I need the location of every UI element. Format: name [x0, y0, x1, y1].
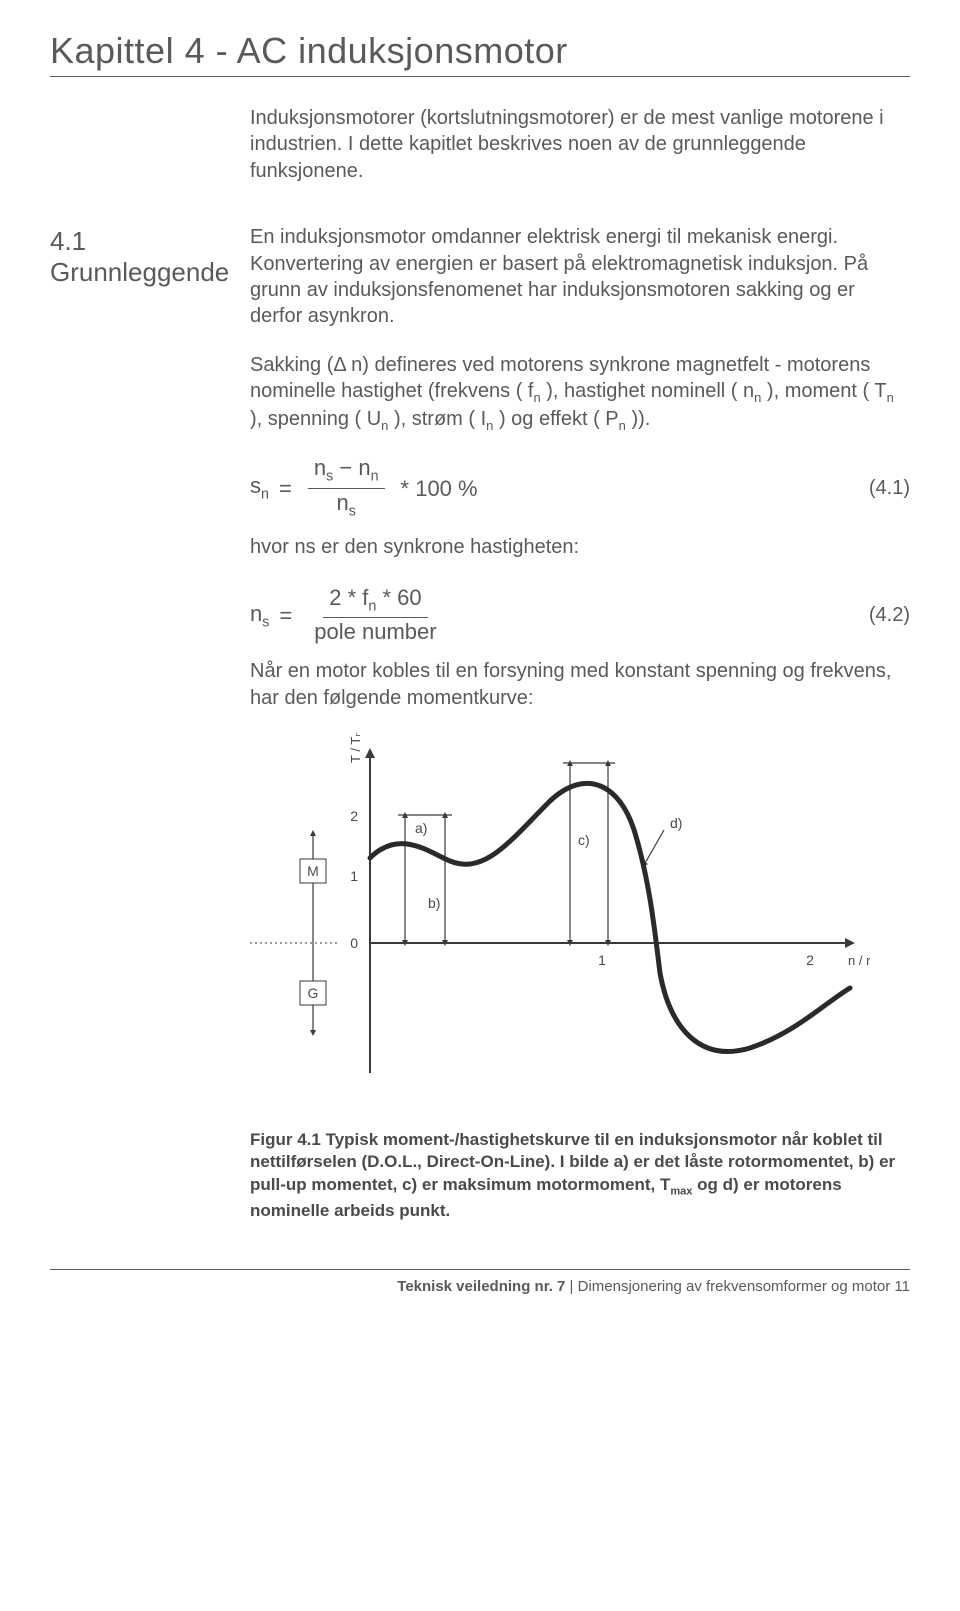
eq1-equals: =	[279, 474, 292, 503]
eq2-fraction: 2 * fn * 60 pole number	[308, 586, 442, 644]
p3-c: ), moment ( T	[761, 380, 886, 402]
footer-sep: |	[565, 1278, 577, 1295]
svg-text:G: G	[308, 985, 319, 1001]
p3-d: ), spenning ( U	[250, 408, 381, 430]
footer-rest: Dimensjonering av frekvensomformer og mo…	[578, 1278, 891, 1295]
footer-bold: Teknisk veiledning nr. 7	[397, 1278, 565, 1295]
svg-text:2: 2	[806, 952, 814, 968]
paragraph-4: hvor ns er den synkrone hastigheten:	[250, 534, 910, 560]
eq1-fraction: ns − nn ns	[308, 456, 385, 519]
p3-e: ), strøm ( I	[388, 408, 486, 430]
eq2-lhs: ns	[250, 599, 269, 632]
svg-text:a): a)	[415, 820, 427, 836]
eq1-tail: * 100 %	[401, 474, 478, 503]
chapter-title: Kapittel 4 - AC induksjonsmotor	[50, 30, 910, 77]
p3-b: ), hastighet nominell ( n	[541, 380, 754, 402]
p3-f: ) og effekt ( P	[493, 408, 618, 430]
svg-text:1: 1	[598, 952, 606, 968]
paragraph-3: Sakking (Δ n) defineres ved motorens syn…	[250, 352, 910, 435]
p3-g: )).	[626, 408, 650, 430]
eq1-ref: (4.1)	[869, 475, 910, 501]
equation-4-2: ns = 2 * fn * 60 pole number (4.2)	[250, 586, 910, 644]
svg-text:M: M	[307, 863, 319, 879]
eq2-ref: (4.2)	[869, 602, 910, 628]
p3-sub6: n	[619, 418, 626, 433]
svg-text:d): d)	[670, 815, 682, 831]
section-spacer	[50, 105, 250, 206]
chart-svg: 2 1 0 1 2 T / Tₙ n / nₛ a) b) c) d) M G	[250, 733, 870, 1093]
p3-sub1: n	[533, 390, 540, 405]
svg-text:2: 2	[350, 808, 358, 824]
equation-4-1: sn = ns − nn ns * 100 % (4.1)	[250, 456, 910, 519]
svg-text:1: 1	[350, 868, 358, 884]
section-heading: 4.1 Grunnleggende	[50, 224, 250, 1222]
page-footer: Teknisk veiledning nr. 7 | Dimensjonerin…	[50, 1269, 910, 1295]
svg-text:c): c)	[578, 832, 590, 848]
eq2-equals: =	[279, 601, 292, 630]
torque-speed-chart: 2 1 0 1 2 T / Tₙ n / nₛ a) b) c) d) M G	[250, 733, 910, 1100]
paragraph-5: Når en motor kobles til en forsyning med…	[250, 658, 910, 711]
intro-paragraph: Induksjonsmotorer (kortslutningsmotorer)…	[250, 105, 910, 184]
footer-page: 11	[890, 1278, 910, 1295]
svg-text:0: 0	[350, 935, 358, 951]
figcap-sub: max	[670, 1186, 692, 1198]
eq1-lhs: sn	[250, 471, 269, 504]
svg-text:n / nₛ: n / nₛ	[848, 953, 870, 968]
svg-text:T / Tₙ: T / Tₙ	[348, 733, 363, 763]
paragraph-2: En induksjonsmotor omdanner elektrisk en…	[250, 224, 910, 330]
figure-caption: Figur 4.1 Typisk moment-/hastighetskurve…	[250, 1129, 910, 1223]
p3-sub3: n	[887, 390, 894, 405]
svg-text:b): b)	[428, 895, 440, 911]
